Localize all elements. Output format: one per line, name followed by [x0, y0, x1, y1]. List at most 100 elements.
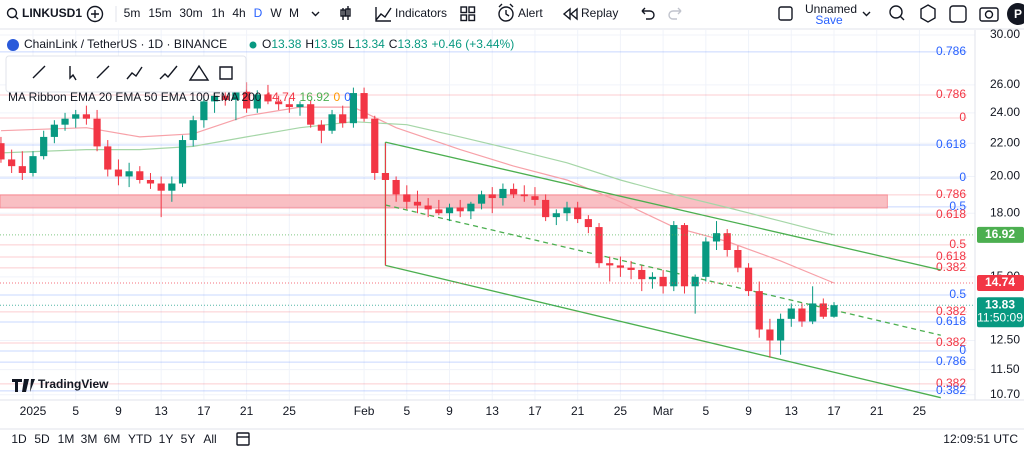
candle-body: [136, 171, 144, 180]
indicators-button[interactable]: Indicators: [375, 6, 447, 22]
candle-body: [8, 159, 16, 167]
interval[interactable]: W: [270, 6, 282, 20]
range-button[interactable]: All: [203, 432, 216, 446]
clock[interactable]: 12:09:51 UTC: [943, 432, 1018, 446]
redo-button[interactable]: [668, 7, 682, 20]
range-button[interactable]: 1D: [11, 432, 27, 446]
ohlc-label: H: [305, 37, 314, 51]
fib-label: 0: [959, 170, 966, 184]
interval[interactable]: 1h: [211, 6, 224, 20]
channel-line: [385, 141, 941, 271]
fib-label: 0.382: [936, 304, 966, 318]
layout-name[interactable]: Unnamed: [805, 2, 857, 16]
candle-body: [477, 194, 486, 204]
candle-body: [371, 118, 379, 173]
replay-button[interactable]: Replay: [562, 6, 618, 21]
x-tick-label: 9: [446, 404, 453, 418]
fib-label: 0.5: [949, 199, 966, 213]
candle-body: [413, 201, 422, 206]
candle-body: [317, 124, 325, 131]
interval[interactable]: M: [289, 6, 299, 20]
indicator-value: 14.74: [265, 90, 295, 104]
candle-body: [766, 329, 774, 341]
replay-label[interactable]: Replay: [581, 6, 618, 20]
avatar-letter[interactable]: P: [1014, 7, 1022, 21]
range-button[interactable]: 6M: [104, 432, 121, 446]
chart-type-button[interactable]: [340, 6, 351, 20]
range-button[interactable]: YTD: [128, 432, 152, 446]
undo-button[interactable]: [641, 7, 655, 20]
indicators-label[interactable]: Indicators: [395, 6, 447, 20]
compare-button[interactable]: [86, 5, 104, 23]
alert-label[interactable]: Alert: [518, 6, 543, 20]
indicator-name: MA Ribbon EMA 20 EMA 50 EMA 100 EMA 200: [8, 90, 262, 104]
candle-body: [339, 114, 347, 124]
candle-body: [798, 308, 806, 322]
candle-body: [435, 209, 443, 214]
candle-body: [777, 318, 785, 341]
y-tick-label: 30.00: [990, 27, 1020, 41]
interval[interactable]: 5m: [124, 6, 141, 20]
candle-body: [146, 179, 155, 184]
candle-body: [157, 183, 165, 191]
fib-label: 0.382: [936, 335, 966, 349]
x-tick-label: 17: [197, 404, 211, 418]
interval[interactable]: D: [254, 6, 263, 20]
candle-body: [403, 194, 411, 202]
layout-save[interactable]: Unnamed Save: [778, 2, 857, 27]
candle-body: [29, 156, 37, 173]
indicator-legend[interactable]: MA Ribbon EMA 20 EMA 50 EMA 100 EMA 200 1…: [8, 90, 351, 104]
x-tick-label: 25: [614, 404, 628, 418]
alert-button[interactable]: Alert: [498, 3, 543, 22]
chart-pane[interactable]: 30.0026.0024.0022.0020.0018.0015.0012.50…: [0, 27, 1024, 418]
candle-body: [723, 233, 731, 250]
candle-body: [638, 269, 646, 280]
x-tick-label: 25: [283, 404, 297, 418]
candle-body: [691, 276, 699, 287]
candle-body: [488, 194, 496, 199]
x-tick-label: 13: [486, 404, 500, 418]
symbol[interactable]: LINKUSD1: [22, 6, 82, 20]
interval[interactable]: 4h: [232, 6, 245, 20]
watermark-text: TradingView: [38, 377, 109, 391]
range-button[interactable]: 1M: [58, 432, 75, 446]
symbol-search[interactable]: LINKUSD1: [6, 6, 83, 20]
fib-label: 0.618: [936, 314, 966, 328]
ohlc: O13.38 H13.95 L13.34 C13.83 +0.46 (+3.44%): [262, 37, 514, 51]
candle-body: [392, 179, 400, 195]
drawing-tools[interactable]: [32, 64, 233, 81]
x-tick-label: 2025: [20, 404, 47, 418]
range-button[interactable]: 5Y: [181, 432, 196, 446]
candle-body: [349, 93, 357, 124]
goto-date[interactable]: [236, 432, 250, 446]
range-button[interactable]: 5D: [34, 432, 50, 446]
candle-body: [221, 95, 229, 100]
candle-body: [275, 101, 283, 105]
candle-body: [680, 225, 689, 287]
snapshot-button[interactable]: [979, 7, 999, 22]
candle-body: [755, 291, 763, 330]
layout-menu[interactable]: [862, 11, 871, 17]
interval-menu[interactable]: [311, 11, 320, 17]
quick-search[interactable]: [889, 5, 905, 21]
candle-body: [210, 95, 219, 102]
x-tick-label: 9: [745, 404, 752, 418]
range-button[interactable]: 1Y: [159, 432, 174, 446]
range-button[interactable]: 3M: [81, 432, 98, 446]
indicator-value: 0: [344, 90, 351, 104]
save-label[interactable]: Save: [815, 13, 843, 27]
templates-button[interactable]: [460, 6, 476, 22]
settings-button[interactable]: [920, 4, 936, 23]
interval[interactable]: 15m: [148, 6, 171, 20]
price-badge-value: 14.74: [985, 275, 1015, 289]
candle-body: [178, 140, 187, 184]
indicator-value: 16.92: [300, 90, 330, 104]
candle-body: [659, 276, 667, 287]
ohlc-label: L: [348, 37, 355, 51]
fullscreen-button[interactable]: [949, 5, 967, 23]
profile[interactable]: P: [1007, 3, 1024, 25]
interval[interactable]: 30m: [179, 6, 202, 20]
candle-body: [595, 227, 603, 264]
candle-body: [50, 124, 58, 137]
